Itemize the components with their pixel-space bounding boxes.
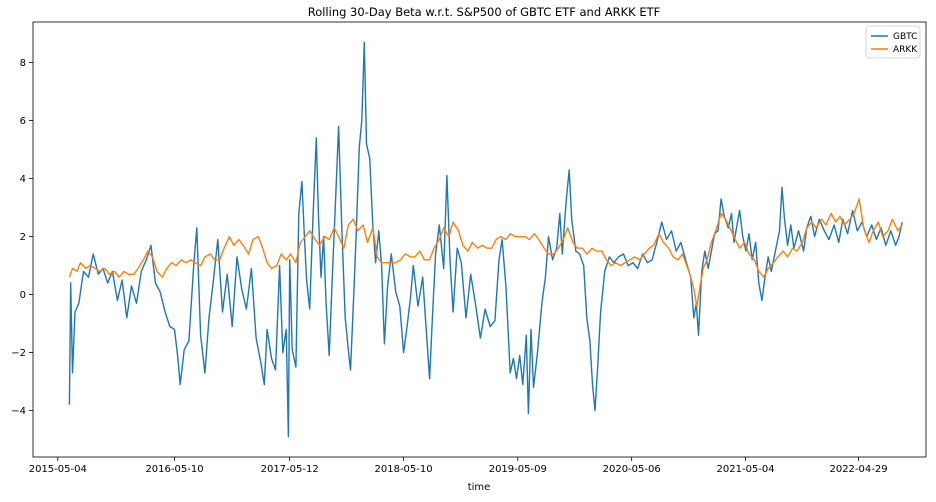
y-tick-label: −4: [11, 406, 26, 417]
x-tick-label: 2020-05-06: [603, 464, 661, 475]
x-tick-label: 2019-05-09: [489, 464, 547, 475]
plot-area: −4 −2 0 2 4 6 8 2015-05-04 2016-05-10 2017-05-12…: [11, 21, 927, 475]
plot-frame: [32, 21, 927, 458]
x-tick-label: 2016-05-10: [145, 464, 203, 475]
y-tick-label: 2: [20, 232, 26, 243]
y-tick-label: 0: [20, 290, 26, 301]
series-layer: [68, 41, 903, 438]
x-tick-label: 2021-05-04: [717, 464, 775, 475]
legend-label-gbtc: GBTC: [893, 32, 917, 42]
y-tick-label: 8: [20, 58, 26, 69]
x-axis-label: time: [468, 482, 491, 493]
series-line-gbtc: [68, 41, 903, 438]
y-axis: −4 −2 0 2 4 6 8: [11, 58, 33, 417]
series-line-arkk: [68, 198, 903, 307]
x-tick-label: 2015-05-04: [29, 464, 87, 475]
chart-title: Rolling 30-Day Beta w.r.t. S&P500 of GBT…: [308, 5, 661, 19]
legend: GBTC ARKK: [865, 25, 921, 59]
legend-label-arkk: ARKK: [893, 45, 918, 55]
x-tick-label: 2018-05-10: [375, 464, 433, 475]
x-tick-label: 2017-05-12: [261, 464, 319, 475]
y-tick-label: −2: [11, 348, 26, 359]
x-tick-label: 2022-04-29: [829, 464, 887, 475]
legend-box: [865, 25, 921, 59]
y-tick-label: 4: [20, 174, 26, 185]
x-axis: 2015-05-04 2016-05-10 2017-05-12 2018-05-10…: [29, 457, 888, 475]
y-tick-label: 6: [20, 116, 26, 127]
